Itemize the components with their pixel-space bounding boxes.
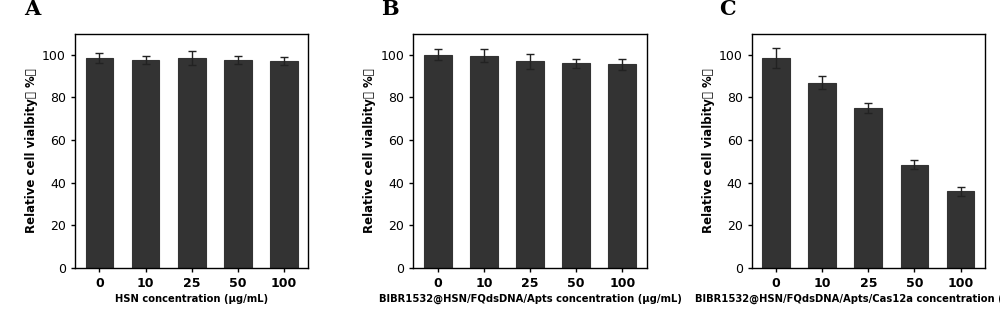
Bar [178, 58, 206, 268]
Bar [516, 61, 544, 268]
Text: C: C [719, 0, 736, 19]
X-axis label: BIBR1532@HSN/FQdsDNA/Apts/Cas12a concentration (μg/mL): BIBR1532@HSN/FQdsDNA/Apts/Cas12a concent… [695, 294, 1000, 305]
X-axis label: BIBR1532@HSN/FQdsDNA/Apts concentration (μg/mL): BIBR1532@HSN/FQdsDNA/Apts concentration … [379, 294, 681, 305]
Bar [808, 82, 836, 268]
Bar [470, 56, 498, 268]
Bar [901, 164, 928, 268]
X-axis label: HSN concentration (μg/mL): HSN concentration (μg/mL) [115, 294, 268, 304]
Text: A: A [24, 0, 40, 19]
Y-axis label: Relative cell vialbity（ %）: Relative cell vialbity（ %） [25, 68, 38, 233]
Bar [762, 58, 790, 268]
Bar [424, 55, 452, 268]
Bar [86, 58, 113, 268]
Bar [132, 60, 159, 268]
Bar [854, 108, 882, 268]
Bar [270, 61, 298, 268]
Text: B: B [381, 0, 398, 19]
Bar [947, 191, 974, 268]
Bar [608, 64, 636, 268]
Y-axis label: Relative cell vialbity（ %）: Relative cell vialbity（ %） [363, 68, 376, 233]
Bar [224, 60, 252, 268]
Y-axis label: Relative cell vialbity（ %）: Relative cell vialbity（ %） [702, 68, 715, 233]
Bar [562, 63, 590, 268]
